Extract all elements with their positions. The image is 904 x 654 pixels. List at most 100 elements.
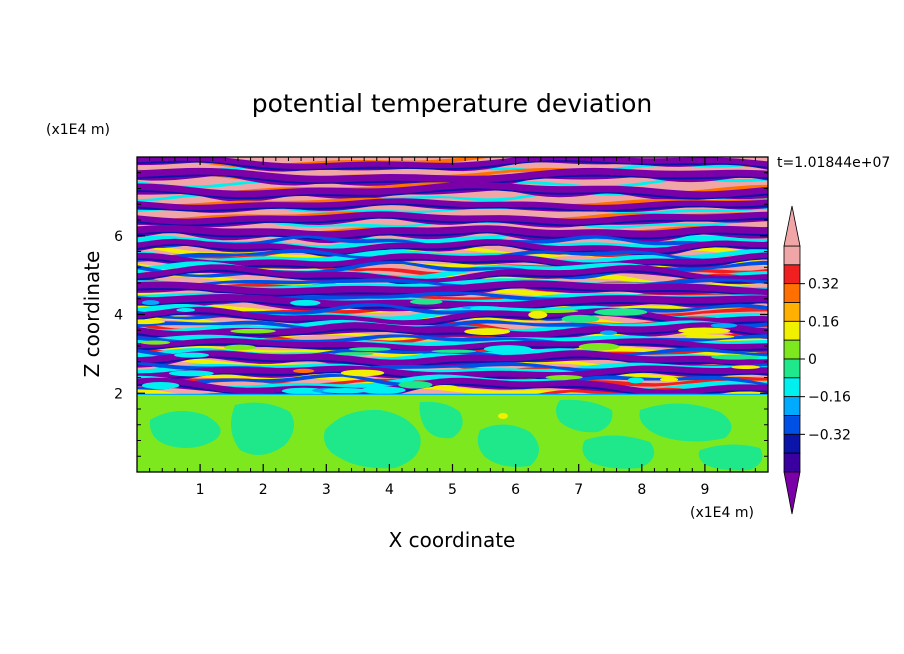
turbulent-patch: [334, 352, 374, 356]
green-blob: [556, 399, 613, 433]
turbulent-patch: [348, 347, 392, 352]
turbulent-patch: [578, 343, 620, 351]
dark-blue-edge: [137, 244, 768, 257]
turbulent-patch: [322, 388, 369, 394]
colorbar-box: [783, 452, 801, 473]
colorbar-box: [783, 245, 801, 266]
time-label: t=1.01844e+07: [777, 155, 890, 171]
turbulent-patch: [594, 308, 648, 316]
z-tick-label: 4: [114, 308, 123, 324]
blue-streak: [137, 319, 768, 333]
turbulent-patch: [141, 300, 160, 306]
blue-streak: [137, 303, 768, 321]
turbulent-patch: [168, 370, 214, 377]
dark-blue-edge: [137, 257, 768, 271]
x-tick-label: 6: [511, 482, 520, 498]
dark-blue-edge: [137, 217, 768, 227]
turbulent-patch: [176, 308, 196, 312]
colorbar-tick-label: −0.16: [808, 390, 851, 406]
yellow-spot: [498, 413, 508, 419]
dark-blue-edge: [137, 188, 768, 200]
turbulent-patch: [483, 345, 532, 353]
turbulent-patch: [660, 377, 679, 382]
contour-field: [137, 157, 768, 472]
turbulent-patch: [223, 344, 256, 351]
turbulent-patch: [409, 299, 443, 305]
cyan-streak: [137, 218, 768, 229]
purple-band: [137, 198, 768, 213]
colorbar-box: [783, 339, 801, 360]
cyan-streak: [137, 362, 768, 377]
turbulent-patch: [600, 330, 618, 336]
cyan-streak: [137, 334, 768, 350]
colorbar-box: [783, 283, 801, 303]
blue-streak: [137, 248, 768, 263]
colorbar-tick-label: 0.16: [808, 314, 839, 330]
x-tick-label: 2: [259, 482, 268, 498]
turbulent-patch: [137, 319, 166, 325]
purple-band: [137, 294, 768, 314]
turbulent-patch: [627, 377, 644, 384]
x-tick-label: 5: [448, 482, 457, 498]
turbulent-patch: [432, 384, 458, 390]
green-blob: [149, 411, 221, 448]
yellow-streak: [137, 259, 768, 276]
blue-streak: [137, 373, 768, 390]
purple-band: [137, 181, 768, 202]
dark-blue-edge: [137, 312, 768, 328]
dark-blue-edge: [137, 328, 768, 340]
green-blob: [477, 424, 539, 467]
chart-title: potential temperature deviation: [252, 89, 652, 118]
turbulent-patch: [340, 369, 385, 377]
colorbar-extend-top: [783, 205, 801, 247]
green-blob: [639, 403, 732, 442]
x-axis-label: X coordinate: [389, 528, 516, 552]
green-blob: [698, 444, 763, 471]
colorbar-box: [783, 377, 801, 398]
colorbar-box: [783, 358, 801, 379]
x-tick-label: 4: [385, 482, 394, 498]
dark-blue-edge: [137, 203, 768, 212]
dark-blue-edge: [137, 371, 768, 382]
turbulent-patch: [290, 299, 321, 306]
turbulent-patch: [141, 381, 180, 390]
colorbar-box: [783, 302, 801, 322]
turbulent-patch: [140, 340, 171, 345]
x-tick-label: 8: [637, 482, 646, 498]
turbulent-patch: [561, 314, 600, 323]
colorbar-tick-label: −0.32: [808, 427, 851, 443]
turbulent-patch: [731, 365, 761, 370]
colorbar-box: [783, 264, 801, 285]
green-blob: [231, 402, 294, 455]
colorbar-box: [783, 433, 801, 454]
x-unit-label: (x1E4 m): [690, 505, 754, 521]
yellow-streak: [137, 271, 768, 290]
colorbar-box: [783, 320, 801, 341]
turbulent-patch: [685, 334, 735, 339]
purple-band: [137, 338, 768, 355]
dark-blue-edge: [137, 300, 768, 311]
turbulent-patch: [545, 375, 583, 380]
turbulent-patch: [360, 386, 406, 394]
dark-blue-edge: [137, 160, 768, 171]
colorbar-tick-label: 0: [808, 352, 817, 368]
turbulent-patch: [464, 328, 511, 336]
x-axis-ticks: 1 2 3 4 5 6 7 8 9: [149, 157, 756, 498]
colorbar-box: [783, 396, 801, 416]
turbulent-patch: [710, 323, 738, 328]
x-tick-label: 7: [574, 482, 583, 498]
dark-blue-edge: [137, 356, 768, 368]
z-axis-label: Z coordinate: [80, 251, 104, 378]
z-tick-label: 6: [114, 229, 123, 245]
turbulent-patch: [711, 354, 760, 360]
green-blob: [324, 409, 421, 469]
turbulent-patch: [173, 352, 210, 358]
z-axis-ticks: 2 4 6: [114, 172, 768, 457]
blue-streak: [137, 260, 768, 280]
lower-mixed-layer: [137, 395, 768, 472]
colorbar-box: [783, 415, 801, 435]
x-tick-label: 3: [322, 482, 331, 498]
purple-band: [137, 322, 768, 342]
colorbar-extend-bottom: [783, 471, 801, 515]
